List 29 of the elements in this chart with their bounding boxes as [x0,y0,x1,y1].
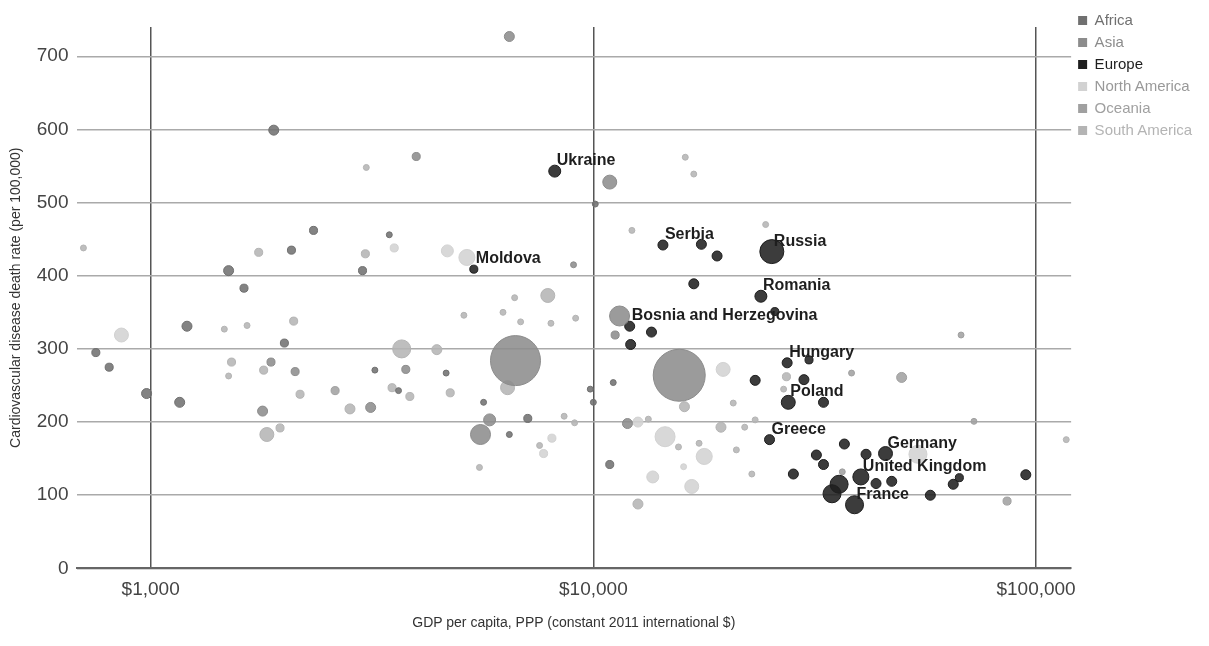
annotation: France [856,484,910,502]
legend-label: Oceania [1094,98,1152,116]
y-tick-label: 0 [57,556,69,578]
annotation: Poland [790,382,844,400]
y-axis-title: Cardiovascular disease death rate (per 100,000) [7,147,24,448]
y-tick-label: 400 [36,263,69,285]
legend-label: Europe [1094,54,1143,72]
y-tick-label: 500 [36,190,69,212]
y-tick-label: 600 [36,117,69,139]
legend-label: Asia [1094,32,1125,50]
y-tick-label: 700 [36,44,69,66]
legend-label: Africa [1094,10,1134,28]
y-tick-label: 200 [36,410,69,432]
annotation: Hungary [789,342,855,360]
x-axis-title: GDP per capita, PPP (constant 2011 international $) [412,614,736,631]
x-tick-label: $100,000 [996,578,1076,600]
annotation: Bosnia and Herzegovina [631,306,818,324]
x-tick-label: $10,000 [559,578,628,600]
annotation: Germany [887,433,957,451]
legend-label: South America [1094,120,1193,138]
annotation: Moldova [475,249,541,267]
annotation: Greece [771,419,826,437]
y-tick-label: 300 [36,337,69,359]
y-tick-label: 100 [36,483,69,505]
annotation: United Kingdom [862,456,987,474]
x-tick-label: $1,000 [121,578,180,600]
legend-label: North America [1094,76,1191,94]
annotation: Romania [762,276,831,294]
annotation: Serbia [664,225,714,243]
